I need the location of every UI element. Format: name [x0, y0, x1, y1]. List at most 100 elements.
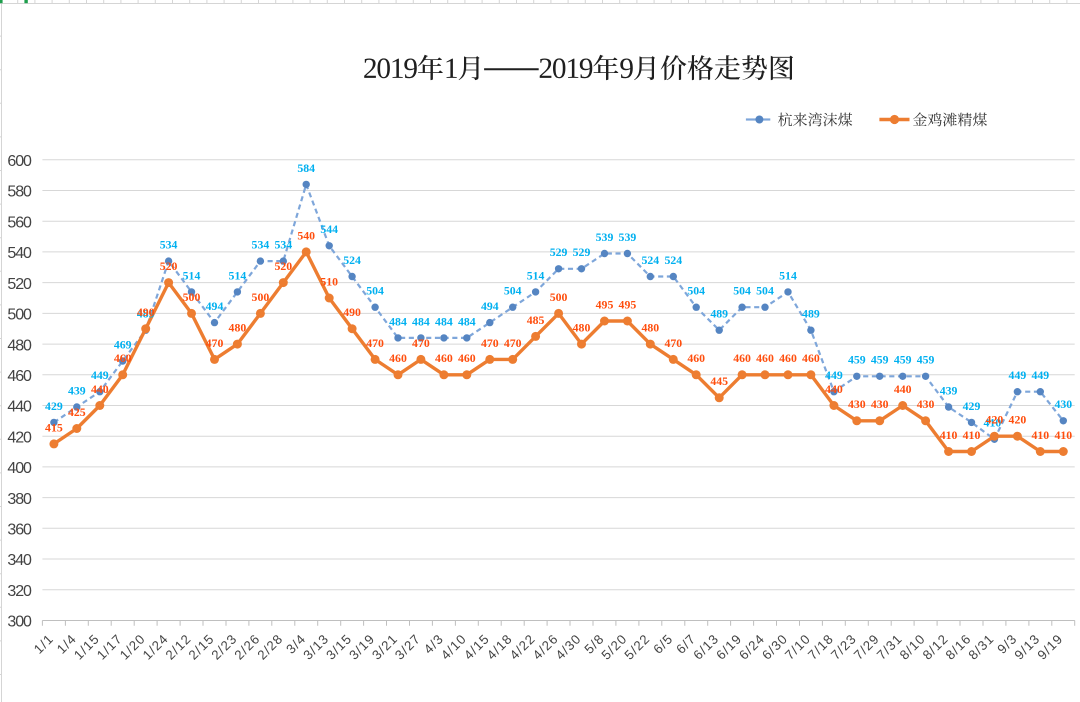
svg-text:504: 504 — [733, 284, 751, 298]
svg-text:440: 440 — [7, 399, 32, 416]
svg-text:539: 539 — [619, 230, 637, 244]
svg-text:470: 470 — [664, 336, 682, 350]
svg-text:459: 459 — [848, 353, 866, 367]
svg-text:460: 460 — [779, 351, 797, 365]
svg-text:524: 524 — [641, 253, 659, 267]
svg-text:514: 514 — [779, 268, 797, 282]
svg-text:494: 494 — [206, 299, 224, 313]
svg-text:460: 460 — [389, 351, 407, 365]
svg-text:504: 504 — [756, 284, 774, 298]
svg-text:510: 510 — [320, 274, 338, 288]
svg-text:534: 534 — [160, 238, 178, 252]
svg-text:529: 529 — [573, 245, 591, 259]
svg-text:484: 484 — [435, 314, 453, 328]
svg-text:420: 420 — [986, 413, 1004, 427]
svg-text:514: 514 — [527, 268, 545, 282]
svg-text:580: 580 — [7, 184, 32, 201]
svg-text:460: 460 — [802, 351, 820, 365]
svg-text:500: 500 — [252, 290, 270, 304]
svg-text:540: 540 — [7, 245, 32, 262]
svg-text:420: 420 — [1009, 413, 1027, 427]
svg-text:480: 480 — [229, 321, 247, 335]
svg-text:480: 480 — [7, 337, 32, 354]
svg-text:460: 460 — [114, 351, 132, 365]
svg-text:520: 520 — [160, 259, 178, 273]
svg-text:300: 300 — [7, 614, 32, 631]
svg-text:449: 449 — [91, 368, 109, 382]
svg-text:425: 425 — [68, 405, 86, 419]
svg-text:540: 540 — [297, 228, 315, 242]
svg-text:470: 470 — [206, 336, 224, 350]
svg-text:410: 410 — [1031, 428, 1049, 442]
svg-text:524: 524 — [343, 253, 361, 267]
svg-text:440: 440 — [91, 382, 109, 396]
svg-text:400: 400 — [7, 460, 32, 477]
svg-text:415: 415 — [45, 420, 63, 434]
svg-text:485: 485 — [527, 313, 545, 327]
svg-text:539: 539 — [596, 230, 614, 244]
svg-text:495: 495 — [619, 297, 637, 311]
svg-text:504: 504 — [687, 284, 705, 298]
svg-text:410: 410 — [963, 428, 981, 442]
svg-text:490: 490 — [137, 305, 155, 319]
svg-text:430: 430 — [917, 397, 935, 411]
svg-text:489: 489 — [137, 307, 155, 321]
svg-text:420: 420 — [7, 429, 32, 446]
svg-text:429: 429 — [963, 399, 981, 413]
svg-text:514: 514 — [183, 268, 201, 282]
svg-text:430: 430 — [848, 397, 866, 411]
svg-text:410: 410 — [1054, 428, 1072, 442]
svg-text:560: 560 — [7, 214, 32, 231]
svg-text:380: 380 — [7, 491, 32, 508]
svg-text:489: 489 — [802, 307, 820, 321]
svg-text:470: 470 — [481, 336, 499, 350]
svg-text:360: 360 — [7, 522, 32, 539]
svg-text:449: 449 — [825, 368, 843, 382]
svg-text:484: 484 — [412, 314, 430, 328]
svg-text:449: 449 — [1009, 368, 1027, 382]
svg-text:439: 439 — [940, 383, 958, 397]
svg-text:489: 489 — [710, 307, 728, 321]
svg-text:494: 494 — [481, 299, 499, 313]
svg-text:320: 320 — [7, 583, 32, 600]
svg-text:469: 469 — [114, 337, 132, 351]
svg-text:470: 470 — [366, 336, 384, 350]
svg-text:449: 449 — [1031, 368, 1049, 382]
svg-text:445: 445 — [710, 374, 728, 388]
svg-text:440: 440 — [825, 382, 843, 396]
svg-text:430: 430 — [871, 397, 889, 411]
svg-text:500: 500 — [183, 290, 201, 304]
svg-text:490: 490 — [343, 305, 361, 319]
svg-text:529: 529 — [550, 245, 568, 259]
svg-text:500: 500 — [550, 290, 568, 304]
svg-text:534: 534 — [252, 238, 270, 252]
svg-text:504: 504 — [366, 284, 384, 298]
svg-text:584: 584 — [297, 161, 315, 175]
svg-text:459: 459 — [871, 353, 889, 367]
svg-text:470: 470 — [412, 336, 430, 350]
svg-text:484: 484 — [389, 314, 407, 328]
svg-text:500: 500 — [7, 307, 32, 324]
svg-text:459: 459 — [917, 353, 935, 367]
svg-text:460: 460 — [733, 351, 751, 365]
svg-text:514: 514 — [229, 268, 247, 282]
svg-text:480: 480 — [573, 321, 591, 335]
svg-text:460: 460 — [458, 351, 476, 365]
svg-text:410: 410 — [984, 416, 1002, 430]
svg-text:520: 520 — [274, 259, 292, 273]
svg-text:410: 410 — [940, 428, 958, 442]
svg-text:340: 340 — [7, 552, 32, 569]
svg-text:544: 544 — [320, 222, 338, 236]
svg-text:484: 484 — [458, 314, 476, 328]
svg-text:459: 459 — [894, 353, 912, 367]
svg-text:460: 460 — [435, 351, 453, 365]
svg-text:429: 429 — [45, 399, 63, 413]
svg-text:524: 524 — [664, 253, 682, 267]
svg-text:470: 470 — [504, 336, 522, 350]
svg-text:520: 520 — [7, 276, 32, 293]
svg-text:600: 600 — [7, 153, 32, 170]
svg-text:460: 460 — [7, 368, 32, 385]
svg-text:460: 460 — [687, 351, 705, 365]
svg-text:495: 495 — [596, 297, 614, 311]
svg-text:504: 504 — [504, 284, 522, 298]
